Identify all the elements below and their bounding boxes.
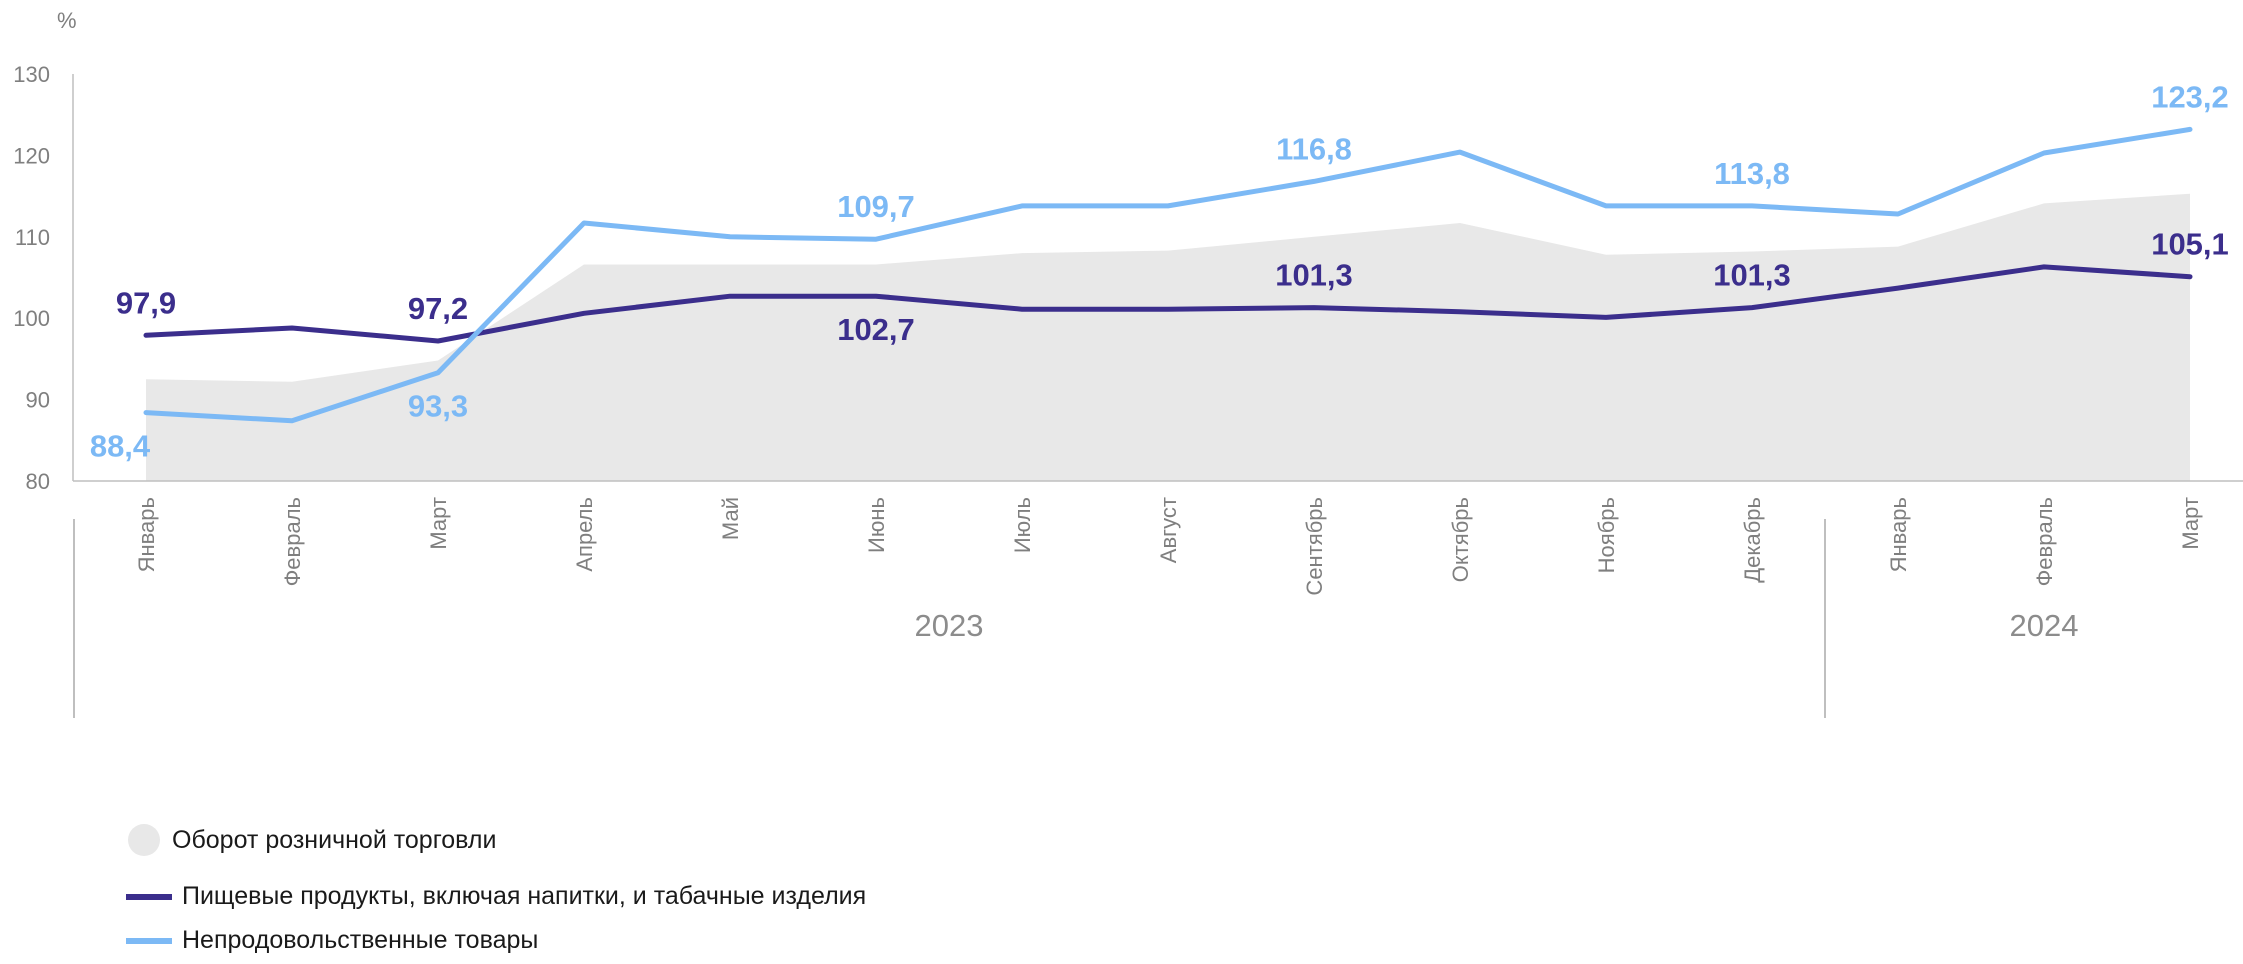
x-tick-label: Февраль xyxy=(2032,497,2057,586)
legend-label-nonfood: Непродовольственные товары xyxy=(182,926,539,954)
line-layer xyxy=(143,126,2193,424)
y-tick-label: 90 xyxy=(26,388,50,413)
x-tick-label: Август xyxy=(1156,497,1181,563)
legend-label-food: Пищевые продукты, включая напитки, и таб… xyxy=(182,882,867,910)
legend-swatch-retail xyxy=(128,824,160,856)
axis-layer: 80 90 100 110 120 130 Январь Февраль Март Апрель М… xyxy=(13,62,2243,718)
data-label: 113,8 xyxy=(1714,156,1790,191)
data-label: 123,2 xyxy=(2151,79,2229,114)
series-line-1 xyxy=(143,264,2193,344)
y-unit-label: % xyxy=(57,8,77,33)
data-label: 88,4 xyxy=(90,429,151,464)
legend-swatch-food xyxy=(126,893,172,900)
x-tick-label: Май xyxy=(718,497,743,540)
area-layer xyxy=(146,193,2190,481)
series-line-2 xyxy=(143,126,2193,424)
data-label: 102,7 xyxy=(837,312,915,347)
year-label: 2023 xyxy=(915,608,984,643)
legend-item-nonfood: Непродовольственные товары xyxy=(126,926,539,955)
label-layer: 97,9 97,2 102,7 101,3 101,3 105,1 88,4 93,3 109,… xyxy=(90,79,2229,463)
x-tick-label: Январь xyxy=(1886,497,1911,572)
y-tick-label: 120 xyxy=(13,143,50,168)
x-tick-label: Июль xyxy=(1010,497,1035,553)
data-label: 101,3 xyxy=(1275,258,1353,293)
y-tick-label: 110 xyxy=(15,225,50,250)
x-tick-label: Декабрь xyxy=(1740,497,1765,583)
x-tick-label: Март xyxy=(2178,497,2203,550)
y-tick-label: 100 xyxy=(13,306,50,331)
x-tick-label: Сентябрь xyxy=(1302,497,1327,596)
data-label: 116,8 xyxy=(1276,131,1352,166)
y-tick-label: 80 xyxy=(26,469,50,494)
data-label: 93,3 xyxy=(408,389,468,424)
legend-item-retail: Оборот розничной торговли xyxy=(128,824,496,856)
legend-item-food: Пищевые продукты, включая напитки, и таб… xyxy=(126,882,867,911)
x-tick-label: Июнь xyxy=(864,497,889,553)
series-area-0 xyxy=(146,193,2190,481)
legend-swatch-nonfood xyxy=(126,937,172,944)
x-tick-label: Январь xyxy=(134,497,159,572)
legend-label-retail: Оборот розничной торговли xyxy=(172,825,497,854)
data-label: 109,7 xyxy=(837,189,915,224)
data-label: 101,3 xyxy=(1713,258,1791,293)
x-tick-label: Февраль xyxy=(280,497,305,586)
year-label: 2024 xyxy=(2010,608,2079,643)
x-tick-label: Ноябрь xyxy=(1594,497,1619,573)
data-label: 97,9 xyxy=(116,285,176,320)
x-tick-label: Апрель xyxy=(572,497,597,572)
y-tick-label: 130 xyxy=(13,62,50,87)
data-label: 97,2 xyxy=(408,291,468,326)
x-tick-label: Март xyxy=(426,497,451,550)
data-label: 105,1 xyxy=(2151,227,2229,262)
x-tick-label: Октябрь xyxy=(1448,497,1473,582)
